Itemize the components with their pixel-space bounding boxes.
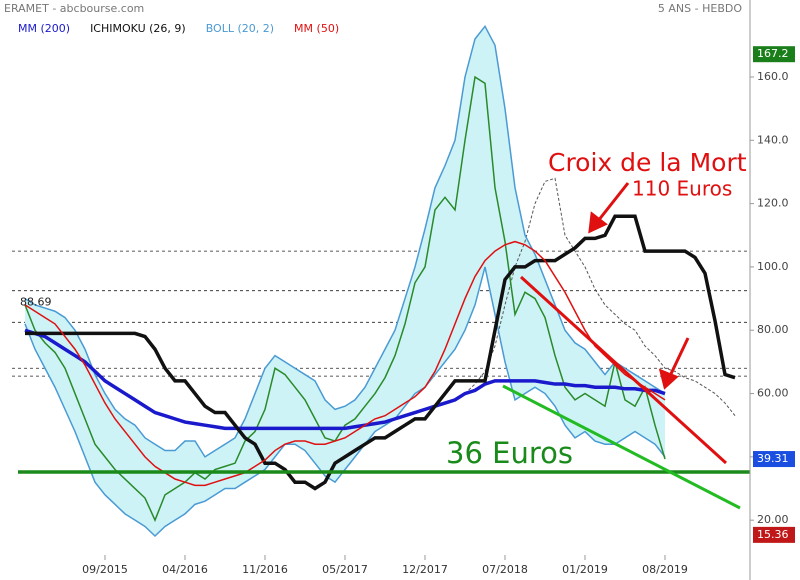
x-tick-label: 12/2017: [402, 563, 448, 576]
first-value-label: 88.69: [20, 296, 52, 309]
x-tick-label: 05/2017: [322, 563, 368, 576]
legend-entry: MM (50): [294, 22, 339, 35]
x-tick-label: 07/2018: [482, 563, 528, 576]
subtitle: 5 ANS - HEBDO: [658, 2, 742, 15]
legend-entry: BOLL (20, 2): [206, 22, 274, 35]
price-line: [24, 75, 666, 523]
series-line: [24, 328, 666, 431]
y-tick-label: 100.0: [757, 260, 789, 273]
trend-line: [502, 384, 741, 510]
band-fill: [25, 26, 665, 537]
x-tick-label: 01/2019: [562, 563, 608, 576]
y-tick-label: 20.00: [757, 513, 789, 526]
chart-title: ERAMET - abcbourse.com: [4, 2, 144, 15]
price-marker-label: 39.31: [757, 452, 789, 465]
x-tick-label: 11/2016: [242, 563, 288, 576]
series-line: [25, 214, 736, 491]
price-marker-label: 167.2: [757, 47, 789, 60]
x-tick-label: 08/2019: [642, 563, 688, 576]
y-tick-label: 60.00: [757, 387, 789, 400]
x-tick-label: 09/2015: [82, 563, 128, 576]
band-line: [24, 24, 666, 458]
annotation: 36 Euros: [446, 436, 573, 470]
trend-line: [519, 275, 728, 465]
y-tick-label: 140.0: [757, 133, 789, 146]
price-marker-label: 15.36: [757, 528, 789, 541]
price-marker: [753, 46, 795, 63]
annotation: 110 Euros: [632, 177, 732, 201]
legend-entry: MM (200): [18, 22, 70, 35]
plot-area: [12, 24, 750, 538]
y-tick-label: 160.0: [757, 70, 789, 83]
annotation: Croix de la Mort: [548, 148, 747, 177]
y-tick-label: 80.00: [757, 323, 789, 336]
price-marker: [753, 526, 795, 543]
price-marker: [753, 451, 795, 468]
arrows: [588, 182, 690, 390]
y-tick-label: 120.0: [757, 197, 789, 210]
x-tick-label: 04/2016: [162, 563, 208, 576]
band-line: [24, 266, 666, 538]
legend-entry: ICHIMOKU (26, 9): [90, 22, 186, 35]
series-line: [24, 240, 666, 487]
